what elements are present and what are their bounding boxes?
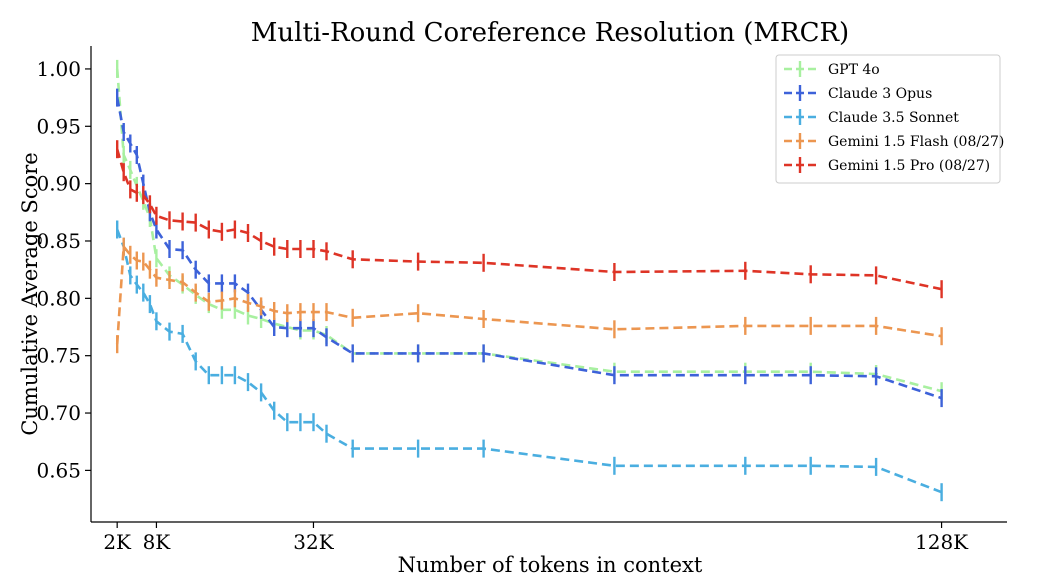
legend: GPT 4o Claude 3 Opus Claude 3.5 Sonnet Gemi… (775, 54, 1004, 184)
x-tick-label: 32K (293, 530, 334, 554)
x-tick-label: 128K (915, 530, 969, 554)
legend-label: Claude 3.5 Sonnet (828, 110, 959, 126)
y-tick-label: 0.90 (36, 172, 81, 196)
y-tick-label: 0.80 (36, 286, 81, 310)
legend-item: Gemini 1.5 Flash (08/27) (784, 133, 1004, 150)
series-line-4 (115, 148, 942, 291)
series-line-2 (115, 229, 943, 494)
x-tick-label: 2K (103, 530, 132, 554)
legend-item: Claude 3 Opus (784, 85, 932, 102)
y-tick-label: 1.00 (36, 57, 81, 81)
x-axis-label: Number of tokens in context (398, 553, 703, 577)
legend-item: Gemini 1.5 Pro (08/27) (784, 157, 990, 174)
y-tick-label: 0.70 (36, 401, 81, 425)
y-axis-label: Cumulative Average Score (18, 152, 42, 435)
series-4 (115, 140, 943, 299)
series-line-0 (115, 68, 942, 393)
y-tick-label: 0.75 (36, 344, 81, 368)
chart-title: Multi-Round Coreference Resolution (MRCR… (251, 18, 849, 48)
legend-label: Claude 3 Opus (828, 86, 932, 102)
legend-label: Gemini 1.5 Pro (08/27) (828, 158, 990, 174)
legend-item: Claude 3.5 Sonnet (784, 109, 959, 126)
y-tick-label: 0.85 (36, 229, 81, 253)
legend-box (775, 54, 1001, 184)
axes: 0.65 0.70 0.75 0.80 0.85 0.90 0.95 1.00 2K 8K 32K 1… (36, 46, 1007, 554)
plot-area (115, 59, 943, 502)
legend-label: Gemini 1.5 Flash (08/27) (828, 134, 1004, 150)
series-3 (115, 237, 943, 354)
x-tick-label: 8K (143, 530, 172, 554)
series-2 (115, 220, 943, 502)
legend-label: GPT 4o (828, 62, 880, 78)
y-tick-label: 0.95 (36, 114, 81, 138)
y-tick-label: 0.65 (36, 458, 81, 482)
series-line-3 (115, 245, 942, 345)
legend-item: GPT 4o (784, 61, 880, 78)
